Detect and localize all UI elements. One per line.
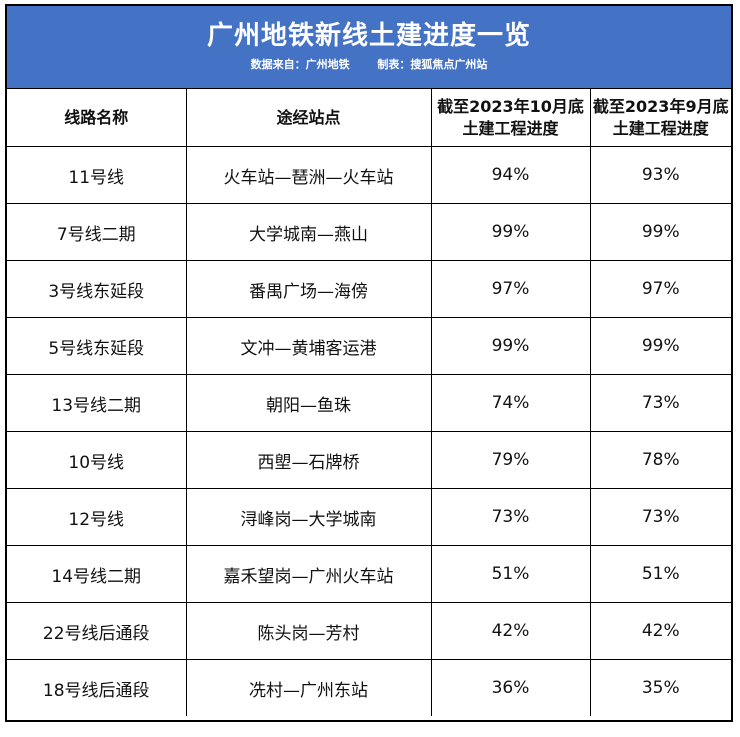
cell-stations: 西塱—石牌桥 xyxy=(185,431,432,489)
table-row: 5号线东延段 文冲—黄埔客运港 99% 99% xyxy=(7,317,731,375)
cell-stations: 陈头岗—芳村 xyxy=(185,602,432,660)
cell-oct: 79% xyxy=(430,431,591,489)
cell-line: 5号线东延段 xyxy=(7,317,187,375)
cell-sep: 93% xyxy=(589,146,731,204)
header-row: 线路名称 途经站点 截至2023年10月底 土建工程进度 截至2023年9月底 … xyxy=(7,89,731,147)
cell-stations: 文冲—黄埔客运港 xyxy=(185,317,432,375)
table-row: 11号线 火车站—琶洲—火车站 94% 93% xyxy=(7,146,731,204)
table-row: 22号线后通段 陈头岗—芳村 42% 42% xyxy=(7,602,731,660)
cell-stations: 火车站—琶洲—火车站 xyxy=(185,146,432,204)
progress-table: 线路名称 途经站点 截至2023年10月底 土建工程进度 截至2023年9月底 … xyxy=(7,89,731,716)
cell-line: 13号线二期 xyxy=(7,374,187,432)
table-frame: 广州地铁新线土建进度一览 数据来自：广州地铁 制表：搜狐焦点广州站 线路名称 途… xyxy=(5,4,733,722)
table-row: 3号线东延段 番禺广场—海傍 97% 97% xyxy=(7,260,731,318)
cell-oct: 97% xyxy=(430,260,591,318)
header-sep-line2: 土建工程进度 xyxy=(612,118,709,138)
cell-sep: 99% xyxy=(589,203,731,261)
cell-line: 3号线东延段 xyxy=(7,260,187,318)
header-oct-line2: 土建工程进度 xyxy=(462,118,559,138)
cell-oct: 99% xyxy=(430,317,591,375)
cell-oct: 99% xyxy=(430,203,591,261)
header-sep-line1: 截至2023年9月底 xyxy=(592,96,729,116)
table-row: 13号线二期 朝阳—鱼珠 74% 73% xyxy=(7,374,731,432)
cell-stations: 冼村—广州东站 xyxy=(185,659,432,716)
header-line: 线路名称 xyxy=(7,89,187,147)
cell-line: 22号线后通段 xyxy=(7,602,187,660)
header-oct: 截至2023年10月底 土建工程进度 xyxy=(430,89,591,147)
cell-line: 7号线二期 xyxy=(7,203,187,261)
cell-oct: 74% xyxy=(430,374,591,432)
cell-oct: 94% xyxy=(430,146,591,204)
cell-stations: 嘉禾望岗—广州火车站 xyxy=(185,545,432,603)
cell-oct: 42% xyxy=(430,602,591,660)
header-sep: 截至2023年9月底 土建工程进度 xyxy=(589,89,731,147)
cell-stations: 番禺广场—海傍 xyxy=(185,260,432,318)
cell-line: 18号线后通段 xyxy=(7,659,187,716)
cell-stations: 浔峰岗—大学城南 xyxy=(185,488,432,546)
cell-sep: 51% xyxy=(589,545,731,603)
source-label: 数据来自：广州地铁 xyxy=(250,58,350,71)
cell-line: 11号线 xyxy=(7,146,187,204)
cell-sep: 99% xyxy=(589,317,731,375)
cell-sep: 78% xyxy=(589,431,731,489)
cell-sep: 97% xyxy=(589,260,731,318)
table-row: 12号线 浔峰岗—大学城南 73% 73% xyxy=(7,488,731,546)
cell-sep: 73% xyxy=(589,488,731,546)
cell-oct: 73% xyxy=(430,488,591,546)
title-banner: 广州地铁新线土建进度一览 数据来自：广州地铁 制表：搜狐焦点广州站 xyxy=(7,6,731,89)
cell-stations: 朝阳—鱼珠 xyxy=(185,374,432,432)
maker-label: 制表：搜狐焦点广州站 xyxy=(377,58,488,71)
header-oct-line1: 截至2023年10月底 xyxy=(437,96,584,116)
page-title: 广州地铁新线土建进度一览 xyxy=(206,21,531,51)
table-row: 14号线二期 嘉禾望岗—广州火车站 51% 51% xyxy=(7,545,731,603)
cell-line: 10号线 xyxy=(7,431,187,489)
source-line: 数据来自：广州地铁 制表：搜狐焦点广州站 xyxy=(7,58,731,72)
table-row: 10号线 西塱—石牌桥 79% 78% xyxy=(7,431,731,489)
cell-oct: 51% xyxy=(430,545,591,603)
header-stations: 途经站点 xyxy=(185,89,432,147)
cell-line: 14号线二期 xyxy=(7,545,187,603)
table-row: 18号线后通段 冼村—广州东站 36% 35% xyxy=(7,659,731,716)
cell-sep: 42% xyxy=(589,602,731,660)
cell-sep: 35% xyxy=(589,659,731,716)
cell-oct: 36% xyxy=(430,659,591,716)
cell-line: 12号线 xyxy=(7,488,187,546)
table-row: 7号线二期 大学城南—燕山 99% 99% xyxy=(7,203,731,261)
cell-stations: 大学城南—燕山 xyxy=(185,203,432,261)
cell-sep: 73% xyxy=(589,374,731,432)
